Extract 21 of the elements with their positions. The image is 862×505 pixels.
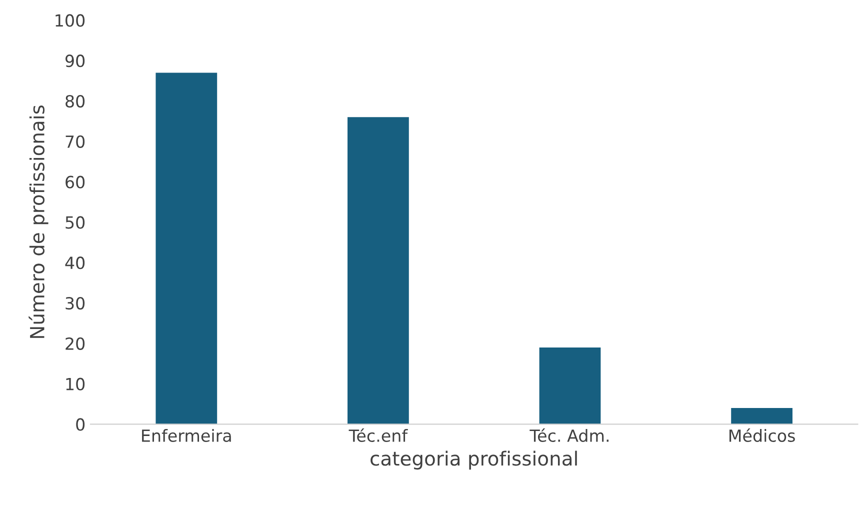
x-axis-title: categoria profissional [370, 450, 577, 470]
x-tick-label: Médicos [729, 428, 795, 442]
bar [348, 117, 409, 424]
y-tick-label: 0 [76, 418, 85, 431]
y-tick-label: 40 [65, 256, 85, 270]
y-tick-label: 50 [66, 216, 85, 229]
y-tick-label: 100 [56, 14, 85, 27]
x-tick-label: Enfermeira [142, 429, 231, 442]
y-tick-label: 20 [66, 337, 85, 350]
y-tick-label: 80 [66, 94, 85, 108]
y-tick-label: 90 [65, 54, 85, 68]
bar [731, 408, 792, 424]
bar [156, 72, 218, 424]
y-tick-label: 60 [66, 176, 85, 188]
bar [539, 347, 601, 424]
y-tick-label: 70 [66, 135, 85, 148]
y-tick-label: 30 [66, 296, 85, 310]
y-tick-label: 10 [66, 378, 85, 390]
x-tick-label: Téc.enf [348, 428, 408, 442]
x-tick-label: Téc. Adm. [530, 428, 608, 442]
y-axis-title: Número de profissionais [28, 106, 48, 338]
